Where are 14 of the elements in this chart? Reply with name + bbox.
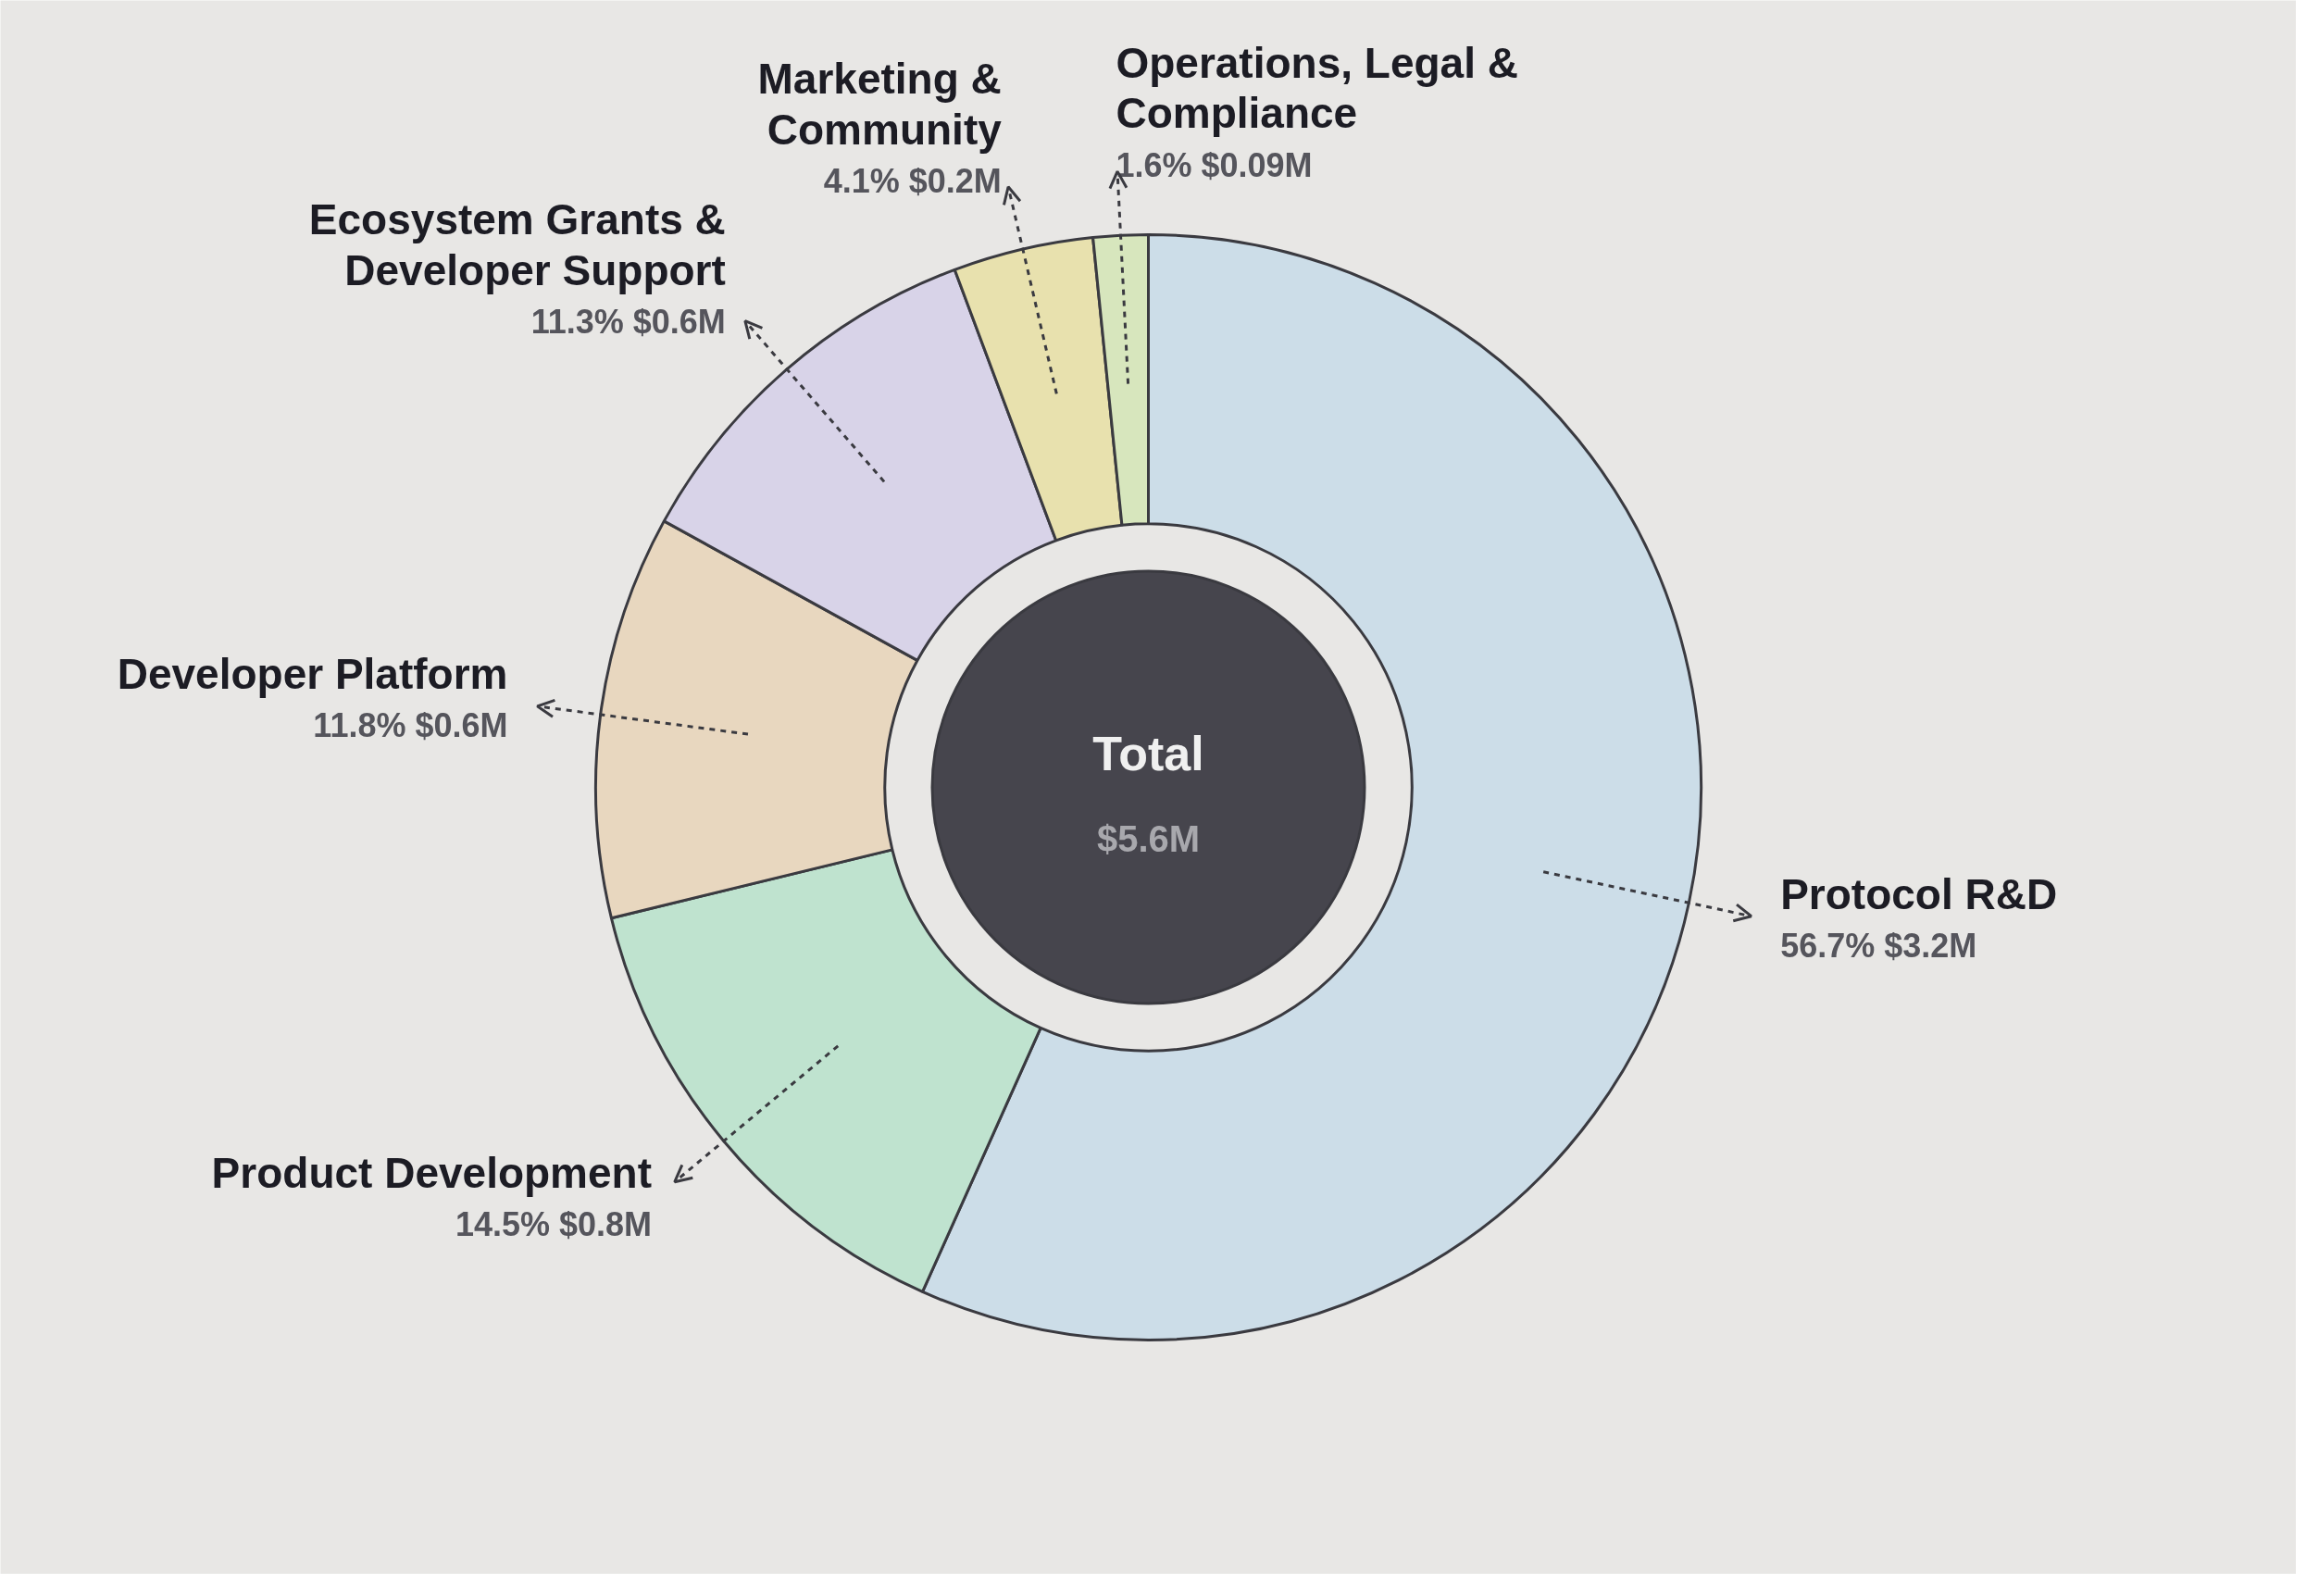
slice-label: Ecosystem Grants & Developer Support bbox=[308, 195, 726, 294]
data-label: 11.3% $0.6M bbox=[530, 302, 726, 341]
text: Total bbox=[1092, 726, 1204, 780]
slice-label: Developer Platform bbox=[117, 650, 508, 699]
data-label: 14.5% $0.8M bbox=[455, 1204, 653, 1243]
data-label: 1.6% $0.09M bbox=[1116, 145, 1313, 184]
slice-label: Operations, Legal & Compliance bbox=[1116, 38, 1518, 138]
slice-label: Marketing & Community bbox=[757, 55, 1003, 154]
data-label: 56.7% $3.2M bbox=[1780, 927, 1977, 966]
text: $5.6M bbox=[1096, 817, 1201, 859]
data-label: 11.8% $0.6M bbox=[313, 706, 508, 745]
slice-label: Product Development bbox=[211, 1148, 653, 1197]
data-label: 4.1% $0.2M bbox=[823, 162, 1002, 200]
legend-label: Protocol R&D bbox=[1780, 869, 2058, 918]
